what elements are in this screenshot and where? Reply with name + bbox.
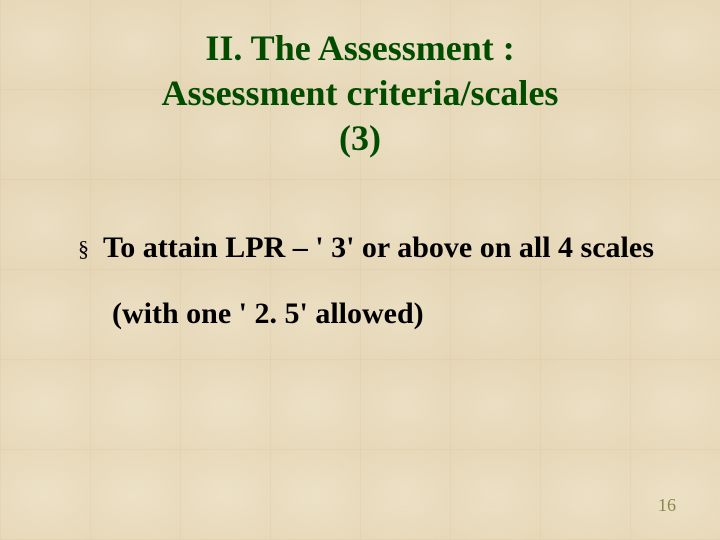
section-sign-icon: §: [78, 238, 89, 260]
title-line-2: Assessment criteria/scales: [0, 71, 720, 116]
title-line-3: (3): [0, 116, 720, 161]
bullet-text: To attain LPR – ' 3' or above on all 4 s…: [103, 228, 654, 269]
slide-body: § To attain LPR – ' 3' or above on all 4…: [78, 228, 660, 331]
bullet-item: § To attain LPR – ' 3' or above on all 4…: [78, 228, 660, 269]
page-number: 16: [658, 495, 676, 516]
slide: II. The Assessment : Assessment criteria…: [0, 0, 720, 540]
bullet-continuation: (with one ' 2. 5' allowed): [112, 297, 660, 331]
slide-title: II. The Assessment : Assessment criteria…: [0, 26, 720, 161]
title-line-1: II. The Assessment :: [0, 26, 720, 71]
